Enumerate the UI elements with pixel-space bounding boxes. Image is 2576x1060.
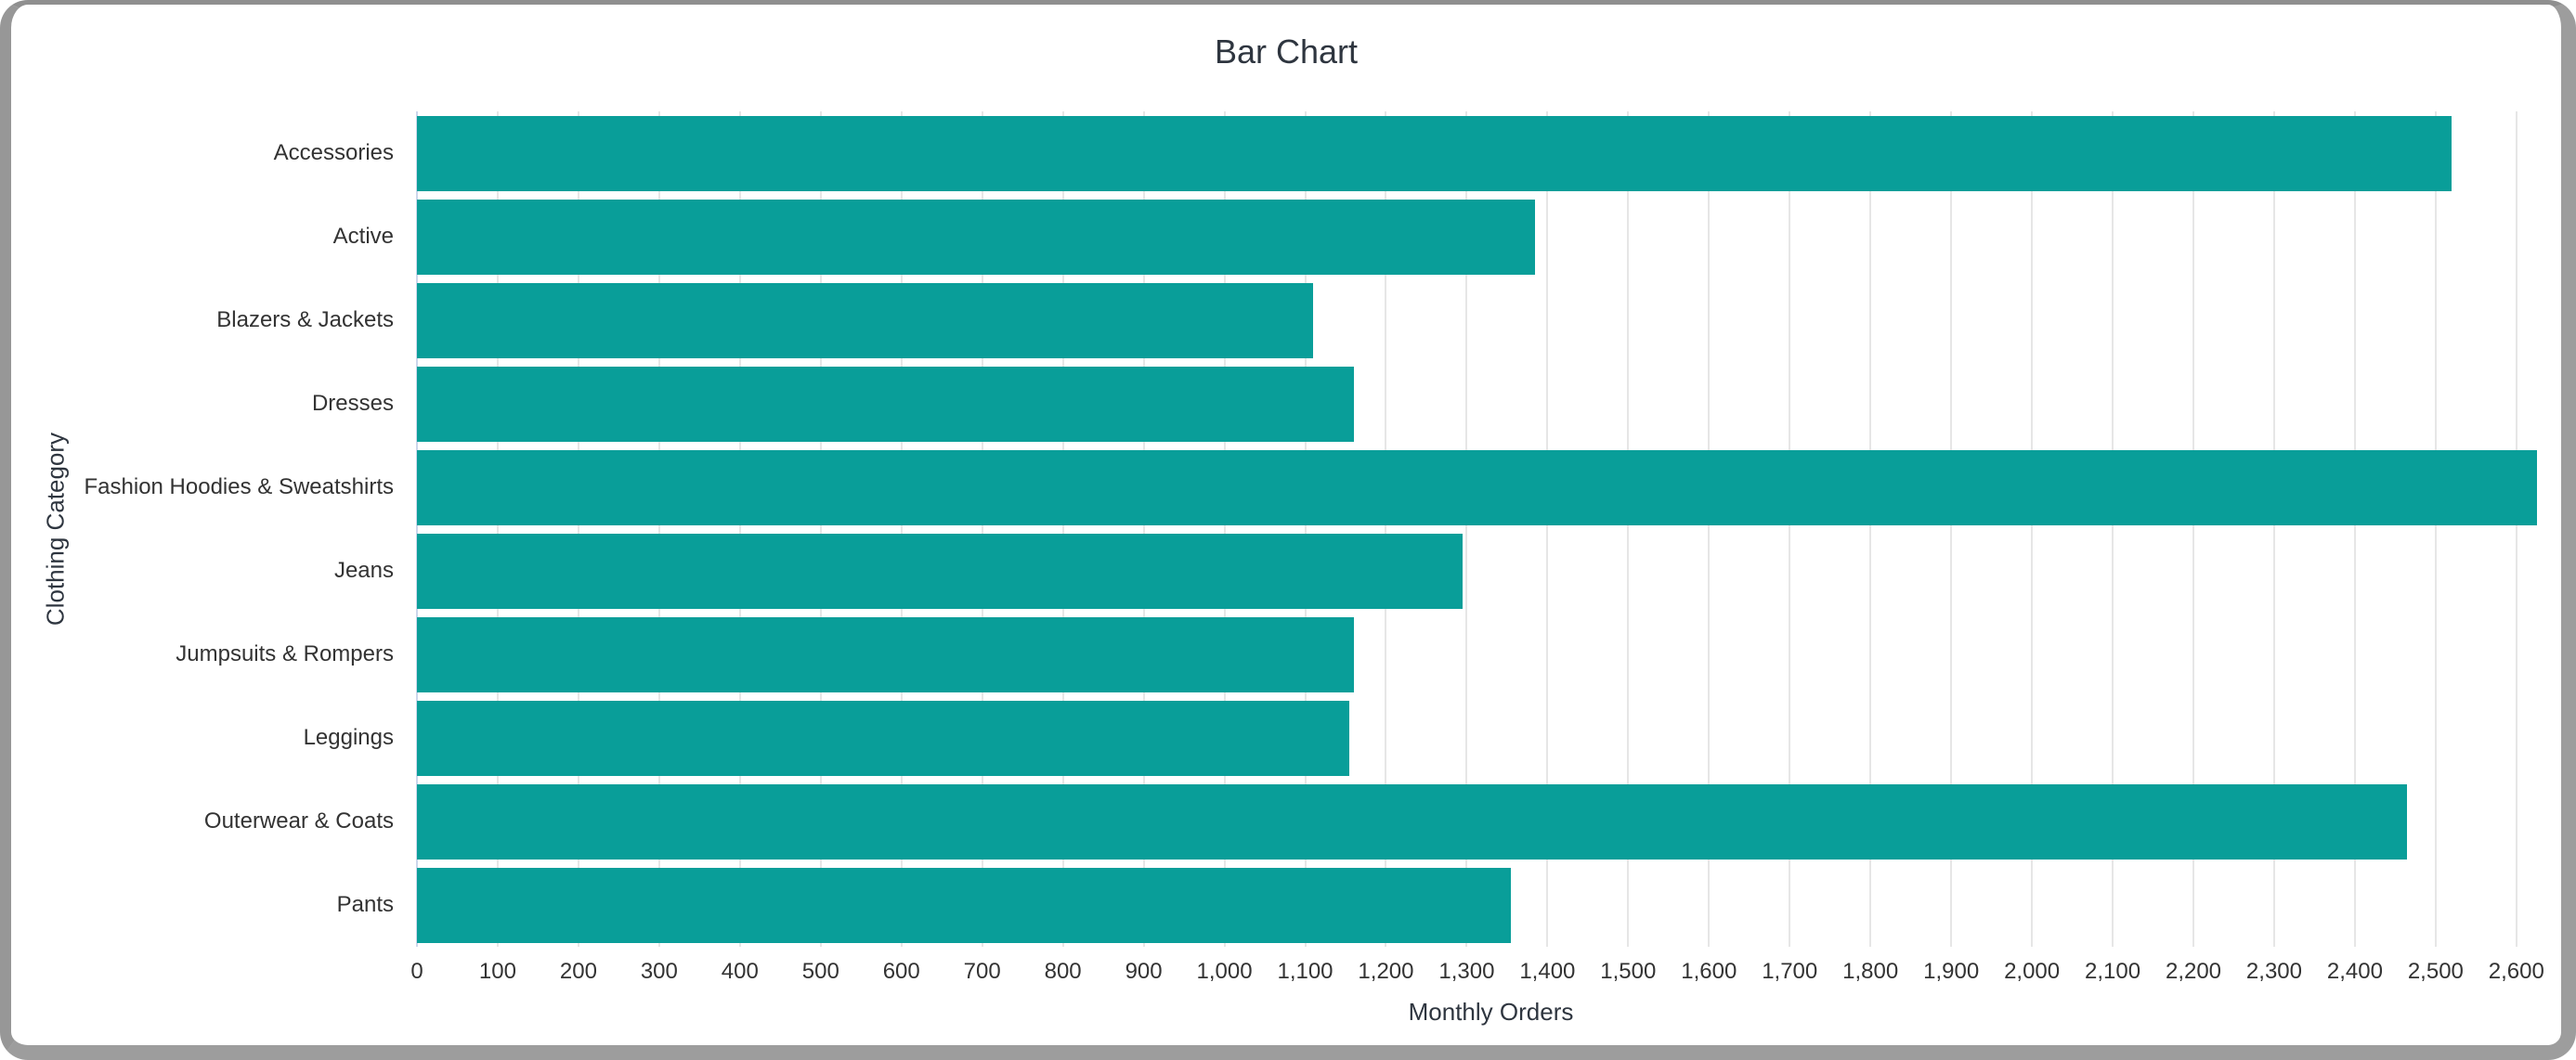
- x-tick-label: 500: [801, 959, 839, 984]
- gridline: [1465, 111, 1468, 947]
- x-tick-label: 2,600: [2488, 959, 2544, 984]
- x-tick-label: 2,200: [2165, 959, 2222, 984]
- x-tick-label: 1,200: [1358, 959, 1414, 984]
- bar-active[interactable]: [417, 199, 1536, 275]
- bar-leggings[interactable]: [417, 700, 1350, 776]
- x-tick-label: 1,700: [1762, 959, 1818, 984]
- y-axis-labels: Accessories Active Blazers & Jackets Dresse…: [11, 111, 395, 947]
- x-tick-label: 1,500: [1600, 959, 1657, 984]
- y-category-label: Pants: [336, 892, 394, 917]
- x-tick-label: 1,900: [1923, 959, 1980, 984]
- gridline: [2515, 111, 2517, 947]
- y-category-label: Jumpsuits & Rompers: [176, 641, 394, 666]
- y-category-label: Fashion Hoodies & Sweatshirts: [84, 474, 395, 499]
- y-category-label: Jeans: [333, 558, 394, 583]
- gridline: [2112, 111, 2114, 947]
- y-category-label: Blazers & Jackets: [216, 307, 394, 332]
- gridline: [900, 111, 903, 947]
- gridline: [1789, 111, 1791, 947]
- x-axis-title: Monthly Orders: [1408, 998, 1574, 1026]
- x-tick-label: 1,300: [1438, 959, 1495, 984]
- gridline: [2031, 111, 2034, 947]
- gridline: [981, 111, 983, 947]
- gridline: [1627, 111, 1630, 947]
- gridline: [1950, 111, 1953, 947]
- x-tick-label: 700: [963, 959, 1001, 984]
- x-tick-label: 300: [640, 959, 678, 984]
- y-category-label: Outerwear & Coats: [203, 808, 394, 834]
- y-category-label: Active: [332, 224, 394, 249]
- gridline: [1869, 111, 1872, 947]
- gridline: [2192, 111, 2194, 947]
- x-tick-label: 1,800: [1842, 959, 1899, 984]
- x-tick-label: 1,000: [1196, 959, 1253, 984]
- bar-dresses[interactable]: [417, 366, 1354, 442]
- gridline: [657, 111, 660, 947]
- plot-area: [416, 111, 2565, 947]
- gridline: [2353, 111, 2356, 947]
- x-tick-label: 800: [1044, 959, 1082, 984]
- x-tick-label: 1,600: [1681, 959, 1737, 984]
- gridline: [496, 111, 499, 947]
- x-tick-label: 2,000: [2004, 959, 2061, 984]
- x-tick-label: 2,400: [2326, 959, 2383, 984]
- x-tick-label: 0: [410, 959, 423, 984]
- gridline: [1223, 111, 1226, 947]
- y-category-label: Accessories: [273, 140, 394, 165]
- gridline: [738, 111, 741, 947]
- category-axis-line: [416, 111, 418, 947]
- bar-pants[interactable]: [417, 867, 1512, 943]
- bar-outerwear-and-coats[interactable]: [417, 783, 2408, 860]
- gridline: [1546, 111, 1549, 947]
- gridline: [819, 111, 822, 947]
- gridline: [2272, 111, 2275, 947]
- x-tick-label: 2,500: [2407, 959, 2464, 984]
- x-tick-label: 2,300: [2245, 959, 2302, 984]
- x-tick-label: 400: [721, 959, 759, 984]
- gridline: [577, 111, 579, 947]
- gridline: [1061, 111, 1064, 947]
- gridline: [1304, 111, 1307, 947]
- x-tick-label: 900: [1125, 959, 1163, 984]
- x-axis-ticks: 0 100 200 300 400 500 600 700 800 900 1,000 1,100 1,…: [410, 959, 2565, 989]
- gridline: [2434, 111, 2437, 947]
- x-tick-label: 600: [882, 959, 920, 984]
- bar-blazers-and-jackets[interactable]: [417, 282, 1314, 358]
- x-tick-label: 1,400: [1519, 959, 1576, 984]
- gridline: [1385, 111, 1387, 947]
- bar-jeans[interactable]: [417, 533, 1464, 609]
- gridline: [1142, 111, 1145, 947]
- bar-fashion-hoodies-and-sweatshirts[interactable]: [417, 449, 2537, 525]
- gridline: [1708, 111, 1711, 947]
- x-tick-label: 100: [478, 959, 516, 984]
- y-category-label: Dresses: [311, 391, 394, 416]
- bar-jumpsuits-and-rompers[interactable]: [417, 616, 1354, 692]
- chart-title: Bar Chart: [1214, 32, 1359, 71]
- x-tick-label: 2,100: [2085, 959, 2141, 984]
- y-category-label: Leggings: [303, 725, 394, 750]
- x-tick-label: 1,100: [1277, 959, 1334, 984]
- x-tick-label: 200: [559, 959, 597, 984]
- bar-accessories[interactable]: [417, 115, 2452, 191]
